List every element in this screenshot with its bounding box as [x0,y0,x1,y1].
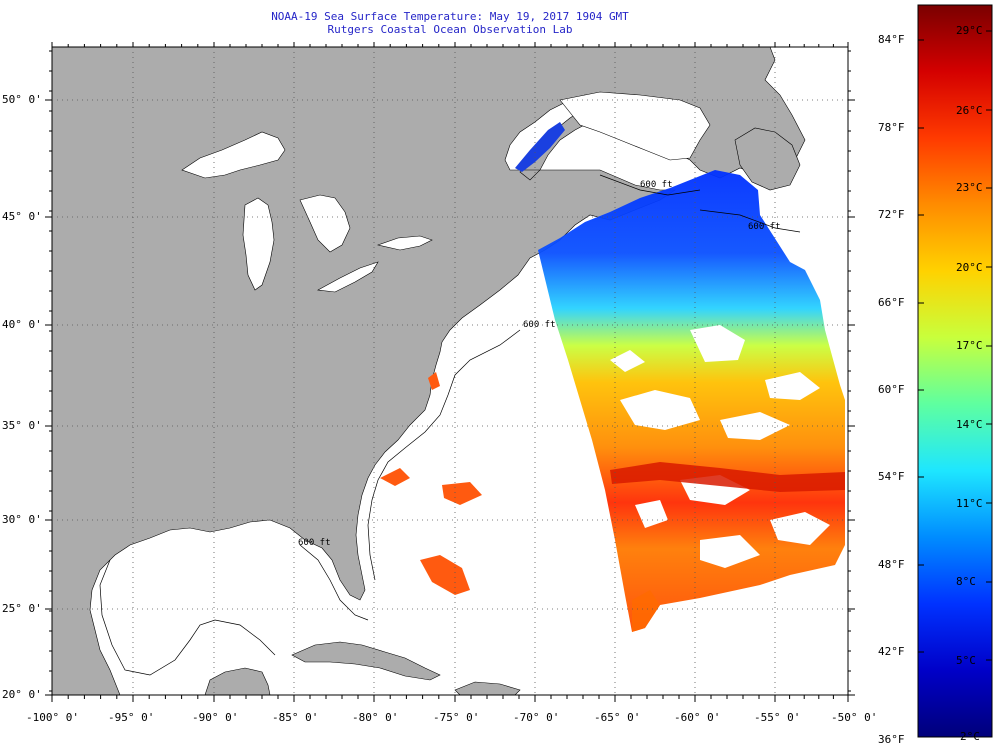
lake-superior [181,131,286,179]
colorbar-c-label: 8°C [956,575,976,588]
lat-label: 35° 0' [2,419,42,432]
lat-label: 20° 0' [2,688,42,701]
lon-label: -50° 0' [831,711,878,724]
lat-label: 40° 0' [2,318,42,331]
land-yucatan [204,667,271,695]
graticule [52,47,848,695]
gulf-of-st-lawrence [559,91,711,161]
colorbar-f-label: 54°F [878,470,905,483]
sst-swath [538,170,845,632]
lon-label: -70° 0' [513,711,560,724]
colorbar-f-label: 60°F [878,383,905,396]
colorbar-f-label: 48°F [878,558,905,571]
contour-label: 600 ft [748,222,781,232]
colorbar-f-label: 84°F [878,33,905,46]
colorbar-f-label: 78°F [878,121,905,134]
lon-label: -65° 0' [594,711,641,724]
colorbar-c-label: 14°C [956,418,983,431]
colorbar-c-label: 26°C [956,104,983,117]
lon-label: -95° 0' [108,711,155,724]
map-title: NOAA-19 Sea Surface Temperature: May 19,… [271,10,629,23]
lake-huron [299,194,351,253]
colorbar-c-label: 23°C [956,181,983,194]
lon-label: -85° 0' [272,711,319,724]
colorbar-c-label: 2°C [960,730,980,743]
lake-michigan [242,197,275,291]
colorbar-c-label: 20°C [956,261,983,274]
sst-patches [380,372,482,595]
colorbar-c-label: 17°C [956,339,983,352]
contour-label: 600 ft [298,538,331,548]
lon-label: -55° 0' [754,711,801,724]
axis-ticks [45,42,855,702]
land-newfoundland [734,127,801,191]
lat-label: 30° 0' [2,513,42,526]
colorbar [917,4,993,738]
sst-patch-st-lawrence [515,122,565,172]
lake-erie [317,261,379,293]
colorbar-f-label: 66°F [878,296,905,309]
land-cuba [291,641,441,681]
land-hispaniola [454,681,521,695]
colorbar-c-label: 11°C [956,497,983,510]
map-subtitle: Rutgers Coastal Ocean Observation Lab [327,23,573,36]
lake-ontario [376,235,433,251]
lon-label: -100° 0' [26,711,79,724]
lon-label: -90° 0' [192,711,239,724]
depth-contours [99,174,801,676]
lon-label: -80° 0' [352,711,399,724]
colorbar-c-label: 29°C [956,24,983,37]
colorbar-c-label: 5°C [956,654,976,667]
colorbar-ticks [918,30,992,738]
colorbar-f-label: 36°F [878,733,905,746]
lat-label: 25° 0' [2,602,42,615]
lon-label: -75° 0' [433,711,480,724]
lon-label: -60° 0' [674,711,721,724]
colorbar-f-label: 42°F [878,645,905,658]
lat-label: 50° 0' [2,93,42,106]
lat-label: 45° 0' [2,210,42,223]
colorbar-f-label: 72°F [878,208,905,221]
contour-label: 600 ft [523,320,556,330]
contour-label: 600 ft [640,180,673,190]
